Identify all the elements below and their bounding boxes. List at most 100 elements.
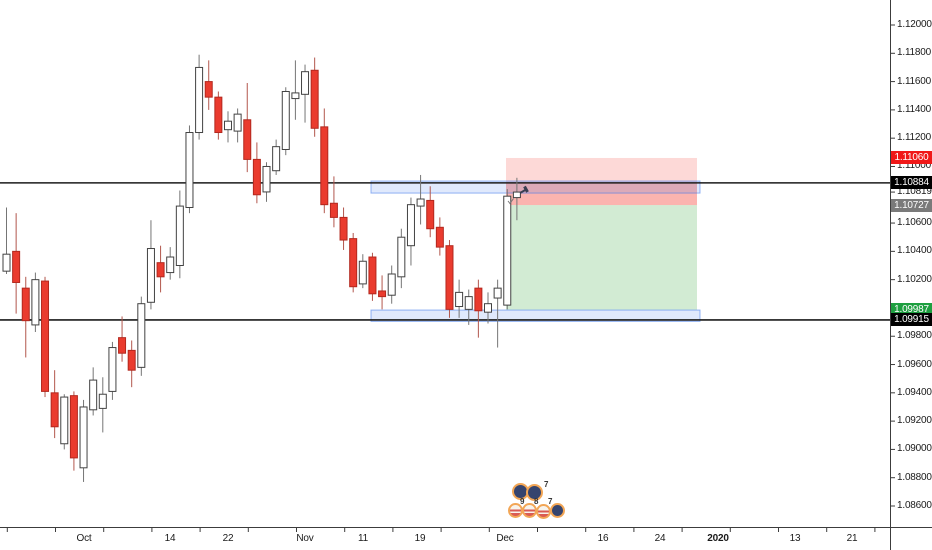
candle-up: [262, 165, 271, 193]
watermark-superscript: 7: [544, 480, 549, 489]
candle-up: [493, 287, 502, 299]
candle-down: [12, 250, 21, 283]
candle-up: [387, 273, 396, 296]
watermark-digit: 8: [534, 497, 539, 506]
candle-down: [320, 126, 329, 206]
candle-down: [474, 287, 483, 312]
time-axis-label[interactable]: 14: [164, 533, 176, 544]
candle-up: [195, 66, 204, 134]
price-tick-label: 1.11600: [897, 75, 932, 87]
price-badge-ray-price[interactable]: 1.10884: [891, 176, 932, 190]
candle-up: [98, 393, 107, 409]
ball-emoji-icon: [526, 484, 543, 501]
profit-zone[interactable]: [506, 205, 697, 310]
candle-up: [358, 260, 367, 285]
price-tick-label: 1.09600: [897, 358, 932, 370]
time-axis-label[interactable]: 22: [222, 533, 234, 544]
time-axis-label[interactable]: 24: [654, 533, 666, 544]
price-tick-label: 1.10400: [897, 245, 932, 257]
price-badge-entry-price[interactable]: 1.10727: [891, 198, 932, 212]
price-tick-label: 1.08800: [897, 471, 932, 483]
price-tick-label: 1.10600: [897, 217, 932, 229]
candle-down: [329, 202, 338, 218]
candle-down: [204, 81, 213, 98]
candle-down: [426, 199, 435, 230]
candle-up: [166, 256, 175, 274]
candle-down: [118, 337, 127, 354]
price-badge-target-price[interactable]: 1.09987: [891, 303, 932, 317]
price-tick-label: 1.11000: [897, 160, 932, 172]
price-badge-ray-price[interactable]: 1.09915: [891, 313, 932, 327]
price-badge-stop-price[interactable]: 1.11060: [891, 151, 932, 165]
time-axis-label[interactable]: Dec: [496, 533, 514, 544]
candle-down: [50, 392, 59, 428]
check-marker-icon: [507, 198, 514, 205]
price-tick-label: 1.10200: [897, 273, 932, 285]
price-tick-label: 1.11400: [897, 103, 932, 115]
time-axis-label[interactable]: 16: [597, 533, 609, 544]
risk-zone[interactable]: [506, 182, 697, 206]
candle-down: [445, 245, 454, 310]
time-axis-label[interactable]: Nov: [296, 533, 314, 544]
price-tick-label: 1.09000: [897, 443, 932, 455]
candle-up: [455, 291, 464, 308]
stop-zone[interactable]: [506, 157, 697, 183]
time-axis-label[interactable]: 21: [846, 533, 858, 544]
candle-down: [378, 290, 387, 298]
candle-up: [503, 195, 512, 306]
supply-zone[interactable]: [370, 180, 701, 194]
candle-down: [310, 69, 319, 129]
price-tick-label: 1.09400: [897, 386, 932, 398]
candle-down: [252, 158, 261, 196]
candle-up: [2, 253, 11, 272]
time-axis-label[interactable]: 11: [358, 533, 368, 544]
time-axis-label[interactable]: 19: [414, 533, 426, 544]
time-axis-label[interactable]: 13: [789, 533, 801, 544]
candle-up: [175, 205, 184, 266]
candle-up: [512, 191, 521, 199]
candle-up: [31, 279, 40, 326]
candle-down: [435, 226, 444, 248]
candle-down: [349, 238, 358, 288]
candle-down: [214, 96, 223, 134]
candle-up: [137, 303, 146, 368]
candle-up: [108, 347, 117, 392]
candle-down: [156, 262, 165, 278]
price-tick-label: 1.08600: [897, 500, 932, 511]
candle-up: [185, 132, 194, 208]
candle-down: [127, 349, 136, 371]
candle-down: [69, 395, 78, 459]
price-tick-label: 1.11200: [897, 132, 932, 144]
candle-up: [79, 406, 88, 469]
candle-up: [464, 296, 473, 310]
candle-down: [41, 280, 50, 392]
watermark-digit: 7: [548, 497, 553, 506]
time-axis-label[interactable]: 2020: [707, 533, 729, 544]
candle-down: [21, 287, 30, 322]
price-tick-label: 1.10819: [897, 186, 932, 198]
candle-up: [89, 379, 98, 411]
hammer-marker-icon: [523, 185, 529, 193]
time-axis-label[interactable]: Oct: [76, 533, 92, 544]
candle-up: [484, 303, 492, 313]
price-tick-label: 1.11800: [897, 47, 932, 59]
candle-up: [416, 198, 425, 207]
candle-up: [406, 204, 415, 247]
candle-up: [291, 92, 300, 100]
candle-down: [243, 119, 252, 160]
candle-down: [339, 216, 348, 241]
candle-down: [368, 256, 377, 295]
candle-up: [146, 248, 155, 303]
candle-up: [233, 113, 242, 132]
candle-up: [397, 236, 406, 278]
ball-emoji-icon: [550, 503, 565, 518]
demand-zone[interactable]: [370, 309, 701, 322]
price-tick-label: 1.09200: [897, 415, 932, 427]
price-tick-label: 1.09800: [897, 330, 932, 342]
candle-up: [60, 396, 69, 445]
watermark-digit: 9: [520, 497, 525, 506]
boat-emoji-icon: [536, 504, 551, 519]
